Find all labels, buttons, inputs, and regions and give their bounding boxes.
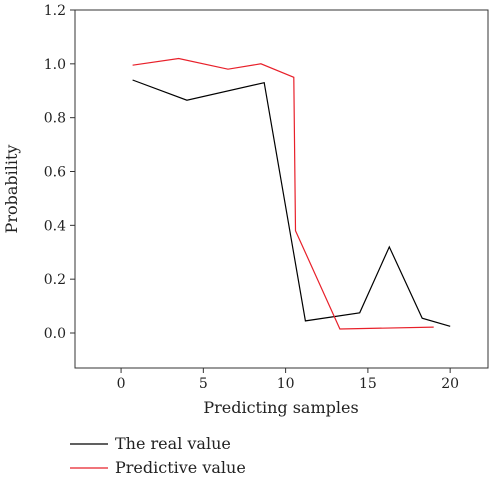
legend-label-predictive-value: Predictive value	[115, 458, 246, 477]
x-tick-label: 0	[117, 376, 126, 392]
y-tick-label: 0.6	[44, 165, 66, 181]
x-axis-title: Predicting samples	[203, 398, 358, 417]
y-tick-label: 1.2	[44, 3, 66, 19]
x-tick-label: 20	[441, 376, 459, 392]
y-tick-label: 0.0	[44, 326, 66, 342]
x-tick-label: 10	[277, 376, 295, 392]
x-axis-ticks: 0 5 10 15 20	[117, 368, 459, 392]
y-tick-label: 0.4	[44, 218, 66, 234]
legend-label-real-value: The real value	[115, 434, 231, 453]
y-axis-title: Probability	[2, 145, 21, 234]
series-line-real-value	[132, 79, 451, 327]
plot-area-frame	[74, 9, 489, 369]
y-tick-label: 1.0	[44, 57, 66, 73]
series-line-predictive-value	[132, 57, 434, 330]
y-axis-ticks: 0.0 0.2 0.4 0.6 0.8 1.0 1.2	[44, 3, 75, 342]
legend: The real value Predictive value	[70, 434, 246, 477]
x-tick-label: 5	[199, 376, 208, 392]
x-tick-label: 15	[359, 376, 377, 392]
y-tick-label: 0.8	[44, 111, 66, 127]
y-tick-label: 0.2	[44, 272, 66, 288]
series-lines	[132, 57, 451, 330]
